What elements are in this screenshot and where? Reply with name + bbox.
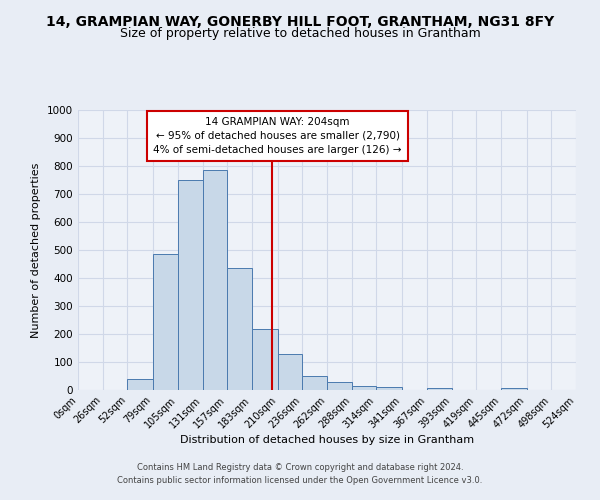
Bar bbox=[252, 329, 278, 390]
Bar bbox=[327, 382, 352, 390]
Bar bbox=[302, 376, 327, 390]
Text: 14, GRAMPIAN WAY, GONERBY HILL FOOT, GRANTHAM, NG31 8FY: 14, GRAMPIAN WAY, GONERBY HILL FOOT, GRA… bbox=[46, 15, 554, 29]
Bar bbox=[278, 354, 302, 390]
Bar bbox=[352, 386, 376, 390]
Bar bbox=[427, 388, 452, 390]
X-axis label: Distribution of detached houses by size in Grantham: Distribution of detached houses by size … bbox=[180, 436, 474, 446]
Bar bbox=[153, 254, 178, 390]
Text: Size of property relative to detached houses in Grantham: Size of property relative to detached ho… bbox=[119, 28, 481, 40]
Y-axis label: Number of detached properties: Number of detached properties bbox=[31, 162, 41, 338]
Text: Contains HM Land Registry data © Crown copyright and database right 2024.: Contains HM Land Registry data © Crown c… bbox=[137, 464, 463, 472]
Bar bbox=[203, 170, 227, 390]
Text: 14 GRAMPIAN WAY: 204sqm
← 95% of detached houses are smaller (2,790)
4% of semi-: 14 GRAMPIAN WAY: 204sqm ← 95% of detache… bbox=[154, 117, 402, 155]
Text: Contains public sector information licensed under the Open Government Licence v3: Contains public sector information licen… bbox=[118, 476, 482, 485]
Bar bbox=[127, 379, 153, 390]
Bar bbox=[376, 387, 402, 390]
Bar bbox=[227, 268, 252, 390]
Bar bbox=[501, 388, 527, 390]
Bar bbox=[178, 180, 203, 390]
